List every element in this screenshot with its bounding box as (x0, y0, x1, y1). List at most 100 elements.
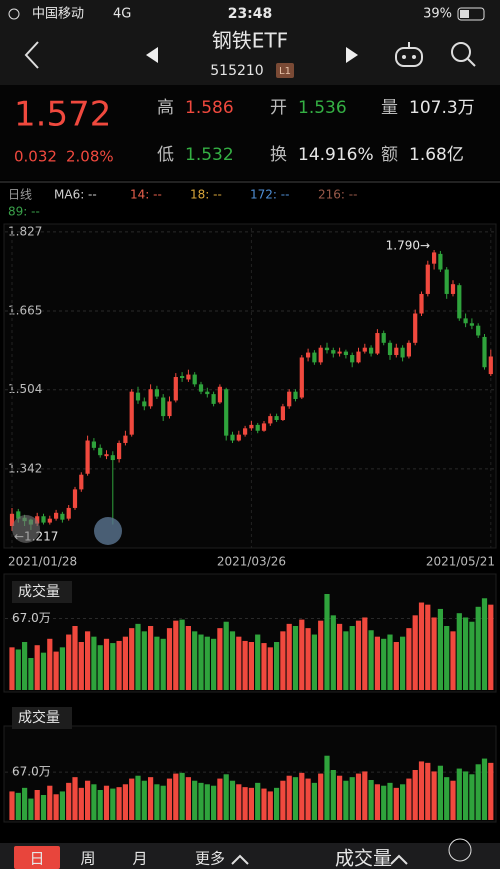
volume-bar (192, 631, 198, 690)
high-marker: 1.790→ (386, 238, 430, 252)
search-button[interactable] (451, 42, 476, 67)
volume-bar (469, 621, 475, 690)
stat-label: 开 (270, 98, 287, 118)
candle-body (117, 442, 122, 460)
zoom-button[interactable] (94, 517, 122, 545)
candle-body (54, 512, 59, 519)
candle-body (180, 376, 185, 378)
y-tick-label: 67.0万 (12, 765, 51, 779)
volume-bar (412, 615, 418, 690)
stat-label: 换 (270, 145, 287, 165)
tab[interactable]: 周 (80, 850, 95, 868)
volume-bar (91, 636, 97, 690)
candle-body (161, 397, 166, 417)
candle-body (255, 424, 260, 431)
volume-bar (116, 640, 122, 690)
volume-bar (481, 758, 488, 820)
volume-bar (456, 768, 462, 820)
volume-bar (280, 631, 286, 690)
volume-bar (400, 784, 406, 820)
candle-body (205, 391, 210, 395)
volume-bar (488, 762, 494, 820)
volume-bar (204, 784, 210, 820)
volume-bar (418, 761, 425, 820)
tab[interactable]: 日 (29, 850, 44, 868)
robot-button[interactable] (395, 42, 423, 67)
candle-body (142, 401, 147, 407)
candle-body (72, 489, 78, 508)
candle-body (110, 455, 115, 461)
volume-bar (22, 642, 28, 690)
candle-body (369, 347, 374, 354)
candle-body (60, 513, 65, 520)
volume-bar (362, 617, 368, 690)
volume-bar (204, 636, 210, 690)
volume-bar (129, 778, 135, 820)
volume-bar (122, 636, 128, 690)
prev-button[interactable] (146, 47, 158, 63)
volume-bar (148, 777, 154, 820)
stat-label: 高 (157, 98, 174, 118)
volume-bar (305, 778, 311, 820)
volume-bar (166, 628, 173, 690)
candle-body (287, 391, 292, 407)
candle-body (280, 406, 285, 420)
candle-body (312, 352, 317, 363)
candle-body (129, 391, 134, 435)
volume-bar (387, 782, 393, 820)
volume-bar (34, 790, 40, 820)
volume-bar (318, 773, 324, 820)
volume-bar (450, 780, 456, 820)
back-button[interactable] (24, 41, 39, 69)
candle-body (173, 377, 178, 401)
stat-label: 量 (381, 98, 398, 118)
stat-label: 额 (381, 145, 398, 165)
volume-bar (229, 631, 236, 690)
candle-body (230, 434, 235, 441)
candle-body (261, 423, 267, 431)
volume-bar (223, 774, 229, 820)
volume-bar (286, 775, 292, 820)
stat-value: 107.3万 (409, 98, 475, 118)
volume-bar (34, 645, 40, 690)
volume-bar (185, 626, 191, 690)
volume-bar (437, 608, 443, 690)
volume-bar (475, 606, 481, 690)
candle-body (16, 511, 21, 519)
volume-bar (299, 772, 305, 820)
volume-bar (280, 780, 286, 820)
volume-bar (15, 649, 21, 690)
tab[interactable]: 月 (132, 850, 147, 868)
stock-title: 钢铁ETF (212, 29, 288, 53)
menu-button[interactable] (448, 838, 472, 862)
candle-body (432, 252, 437, 264)
volume-title-bg (12, 581, 72, 603)
candle-body (192, 374, 197, 385)
next-button[interactable] (346, 47, 358, 63)
candle-body (381, 333, 386, 343)
tab[interactable]: 成交量 (335, 848, 392, 869)
candle-body (98, 447, 103, 456)
volume-bar (141, 780, 147, 820)
candle-body (9, 513, 15, 527)
volume-bar (22, 787, 28, 820)
volume-bar (242, 787, 248, 820)
candle-body (79, 474, 84, 490)
volume-bar (374, 784, 380, 820)
volume-bar (97, 790, 103, 820)
volume-bar (481, 598, 488, 690)
volume-bar (463, 617, 469, 690)
volume-bar (261, 643, 267, 690)
volume-bar (135, 623, 141, 690)
y-tick-label: 1.504 (8, 382, 42, 396)
candle-body (450, 284, 456, 294)
stock-code: 515210 (210, 63, 263, 79)
volume-bar (261, 788, 267, 820)
candle-body (224, 389, 229, 436)
float-button[interactable] (12, 515, 40, 543)
volume-bar (343, 631, 349, 690)
volume-bar (343, 780, 349, 820)
volume-bar (255, 634, 261, 690)
tab[interactable]: 更多 (195, 850, 225, 868)
